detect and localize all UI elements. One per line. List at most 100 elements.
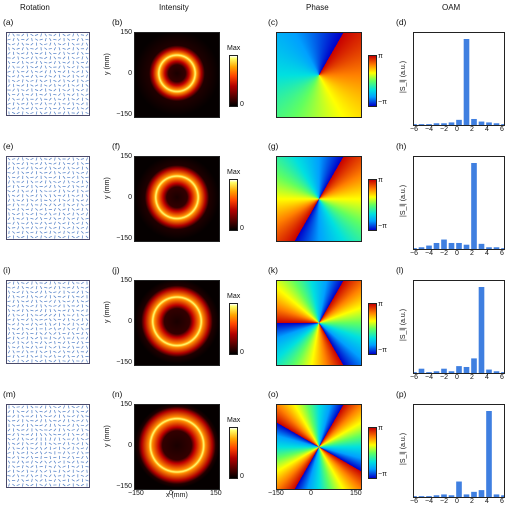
rotation-dash xyxy=(22,34,24,36)
rotation-dash xyxy=(35,323,37,325)
rotation-dash xyxy=(49,66,52,68)
rotation-dash xyxy=(68,112,69,115)
rotation-dash xyxy=(49,328,52,329)
rotation-dash xyxy=(13,70,14,73)
rotation-dash xyxy=(87,75,88,78)
oam-bar-l-5 xyxy=(419,124,425,125)
rotation-dash xyxy=(72,80,75,82)
rotation-dash xyxy=(53,181,56,182)
intensity-colorbar-min-3: 0 xyxy=(240,473,244,481)
rotation-dash xyxy=(72,461,74,463)
rotation-dash xyxy=(76,209,79,210)
rotation-dash xyxy=(17,218,20,219)
rotation-dash xyxy=(18,304,19,307)
rotation-dash xyxy=(85,191,88,192)
rotation-dash xyxy=(22,181,24,183)
rotation-dash xyxy=(40,461,42,463)
rotation-dash xyxy=(35,39,38,41)
rotation-dash xyxy=(58,283,61,284)
rotation-dash xyxy=(63,223,66,224)
rotation-dash xyxy=(54,217,56,219)
rotation-dash xyxy=(67,475,70,477)
rotation-dash xyxy=(81,328,83,330)
rotation-dash xyxy=(40,158,42,161)
rotation-dash xyxy=(41,66,42,69)
rotation-dash xyxy=(82,428,83,431)
rotation-dash xyxy=(58,305,60,307)
rotation-dash xyxy=(86,43,87,46)
rotation-dash xyxy=(40,415,42,418)
rotation-pattern-3 xyxy=(6,404,90,488)
rotation-dash xyxy=(35,410,37,412)
rotation-dash xyxy=(8,287,11,288)
rotation-dash xyxy=(40,324,43,325)
rotation-dash xyxy=(86,34,88,36)
rotation-dash xyxy=(18,286,19,289)
rotation-dash xyxy=(13,447,15,450)
rotation-dash xyxy=(12,466,14,468)
rotation-dash xyxy=(31,52,33,55)
rotation-dash xyxy=(81,190,83,192)
rotation-dash xyxy=(81,301,84,302)
rotation-dash xyxy=(31,203,32,206)
rotation-dash xyxy=(35,199,38,201)
rotation-dash xyxy=(55,157,56,160)
rotation-dash xyxy=(8,167,10,169)
rotation-dash xyxy=(22,323,24,325)
oam-xtick-2-1: −4 xyxy=(425,374,433,382)
rotation-dash xyxy=(59,190,60,193)
intensity-map-0 xyxy=(134,32,220,118)
rotation-dash xyxy=(63,282,66,284)
rotation-dash xyxy=(17,195,20,197)
rotation-dash xyxy=(49,62,52,63)
rotation-dash xyxy=(59,162,60,165)
rotation-dash xyxy=(49,300,51,302)
rotation-dash xyxy=(68,98,69,101)
rotation-dash xyxy=(49,163,52,164)
phase-colorbar-1 xyxy=(368,179,377,231)
rotation-dash xyxy=(21,430,24,431)
rotation-dash xyxy=(86,480,89,481)
rotation-dash xyxy=(72,190,74,192)
rotation-dash xyxy=(27,291,29,294)
panel-letter-0-0: (a) xyxy=(3,17,13,27)
rotation-dash xyxy=(82,355,83,358)
rotation-dash xyxy=(35,66,38,67)
rotation-dash xyxy=(30,305,33,306)
panel-letter-0-3: (d) xyxy=(396,17,406,27)
rotation-dash xyxy=(35,163,38,164)
rotation-dash xyxy=(27,447,28,450)
rotation-dash xyxy=(63,318,65,321)
oam-bar-l5 xyxy=(494,123,500,125)
rotation-dash xyxy=(49,314,52,316)
rotation-dash xyxy=(58,172,61,174)
rotation-dash xyxy=(8,93,10,95)
rotation-dash xyxy=(49,356,52,358)
rotation-dash xyxy=(18,89,19,92)
oam-xtick-3-2: −2 xyxy=(440,498,448,506)
rotation-dash xyxy=(17,429,20,431)
rotation-dash xyxy=(81,475,84,476)
rotation-dash xyxy=(53,306,56,307)
intensity-ytick-1-0: 150 xyxy=(114,153,132,161)
rotation-dash xyxy=(76,195,79,197)
rotation-dash xyxy=(44,44,47,45)
rotation-dash xyxy=(27,199,28,202)
rotation-dash xyxy=(54,332,56,334)
rotation-dash xyxy=(31,337,33,339)
rotation-dash xyxy=(22,107,25,109)
rotation-dash xyxy=(17,80,20,81)
rotation-dash xyxy=(32,167,33,170)
rotation-dash xyxy=(8,447,9,450)
rotation-dash xyxy=(54,57,56,60)
rotation-dash xyxy=(86,236,88,238)
rotation-dash xyxy=(49,429,52,430)
rotation-dash xyxy=(45,305,47,307)
rotation-dash xyxy=(22,66,24,68)
rotation-dash xyxy=(54,323,57,325)
rotation-dash xyxy=(58,479,60,481)
rotation-dash xyxy=(63,71,65,73)
rotation-dash xyxy=(63,194,65,196)
rotation-dash xyxy=(81,470,83,472)
rotation-dash xyxy=(41,337,42,340)
